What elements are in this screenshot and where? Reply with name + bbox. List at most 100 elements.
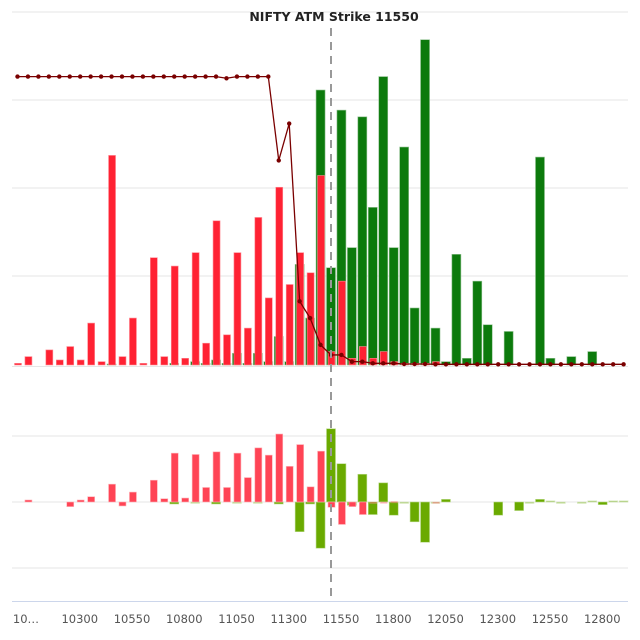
put-oi-bar xyxy=(233,252,242,366)
x-tick-label: 11050 xyxy=(218,612,255,626)
put-oi-bar xyxy=(66,346,75,366)
put-oi-change-bar xyxy=(369,501,378,504)
put-oi-bar xyxy=(87,322,95,366)
put-oi-bar xyxy=(181,357,189,366)
put-oi-change-bar xyxy=(108,483,116,503)
put-oi-change-bar xyxy=(348,501,357,507)
put-oi-change-bar xyxy=(170,452,179,503)
put-oi-bar xyxy=(24,356,33,366)
call-oi-change-bar xyxy=(597,501,608,505)
call-oi-bar xyxy=(367,207,378,366)
put-oi-bar xyxy=(118,356,127,366)
call-oi-change-bar xyxy=(430,501,441,504)
call-oi-bar xyxy=(472,280,483,366)
put-oi-change-bar xyxy=(379,501,388,504)
x-tick-label: 11550 xyxy=(323,612,360,626)
call-oi-change-bar xyxy=(608,500,618,503)
put-oi-bar xyxy=(55,359,64,366)
x-tick-label: 12300 xyxy=(479,612,516,626)
put-oi-change-bar xyxy=(233,452,242,503)
change-in-oi-bars xyxy=(24,428,629,549)
put-oi-change-bar xyxy=(191,454,200,503)
put-oi-bar xyxy=(170,265,179,366)
x-tick-label: 11800 xyxy=(375,612,412,626)
put-oi-change-bar xyxy=(264,454,273,503)
call-oi-change-bar xyxy=(545,500,556,503)
put-oi-change-bar xyxy=(118,501,127,507)
put-oi-change-bar xyxy=(244,477,252,503)
put-oi-change-bar xyxy=(150,479,158,503)
call-oi-change-bar xyxy=(399,501,409,504)
put-oi-change-bar xyxy=(317,450,325,503)
call-oi-bar xyxy=(388,247,399,366)
pcr-line xyxy=(15,74,626,367)
call-oi-change-bar xyxy=(409,501,420,523)
put-oi-change-bar xyxy=(76,499,85,503)
call-oi-bar xyxy=(482,324,493,366)
put-oi-bar xyxy=(223,334,231,366)
put-oi-bar xyxy=(150,257,158,366)
chart-title: NIFTY ATM Strike 11550 xyxy=(249,9,419,24)
put-oi-change-bar xyxy=(212,451,221,503)
call-oi-change-bar xyxy=(367,501,378,515)
put-oi-change-bar xyxy=(202,487,210,503)
open-interest-bars xyxy=(14,39,598,366)
x-tick-label: 10300 xyxy=(61,612,98,626)
put-oi-bar xyxy=(139,363,148,366)
call-oi-change-bar xyxy=(493,501,504,516)
x-tick-label: 10… xyxy=(13,612,39,626)
call-oi-bar xyxy=(503,331,514,366)
put-oi-bar xyxy=(14,363,22,366)
put-oi-change-bar xyxy=(296,444,304,503)
put-oi-change-bar xyxy=(160,498,169,503)
call-oi-change-bar xyxy=(336,463,347,503)
put-oi-change-bar xyxy=(275,433,284,503)
x-tick-label: 12550 xyxy=(532,612,569,626)
put-oi-bar xyxy=(97,361,106,366)
put-oi-change-bar xyxy=(24,499,33,503)
put-oi-bar xyxy=(108,155,116,366)
call-oi-bar xyxy=(430,327,441,366)
call-oi-change-bar xyxy=(315,501,326,549)
call-oi-bar xyxy=(378,76,389,366)
x-tick-label: 10800 xyxy=(166,612,203,626)
x-axis-tick-labels: 10… 10300 10550 10800 11050 11300 11550 11800 12… xyxy=(13,612,621,626)
put-oi-change-bar xyxy=(254,447,263,503)
put-oi-bar xyxy=(45,349,54,366)
put-oi-bar xyxy=(76,359,85,366)
x-tick-label: 11300 xyxy=(270,612,307,626)
call-oi-change-bar xyxy=(576,501,587,504)
put-oi-change-bar xyxy=(181,497,189,503)
put-oi-bar xyxy=(264,297,273,366)
put-oi-change-bar xyxy=(129,491,137,503)
call-oi-bar xyxy=(535,156,545,366)
call-oi-bar xyxy=(420,39,430,366)
call-oi-change-bar xyxy=(556,501,566,504)
put-oi-bar xyxy=(254,217,263,366)
call-oi-bar xyxy=(409,307,420,366)
call-oi-change-bar xyxy=(378,482,389,503)
put-oi-change-bar xyxy=(390,501,399,504)
call-oi-change-bar xyxy=(420,501,430,543)
x-tick-label: 12800 xyxy=(584,612,621,626)
put-oi-bar xyxy=(285,284,294,366)
call-oi-bar xyxy=(357,116,368,366)
call-oi-change-bar xyxy=(294,501,305,533)
x-tick-label: 12050 xyxy=(427,612,464,626)
call-oi-change-bar xyxy=(388,501,399,516)
put-oi-bar xyxy=(129,317,137,366)
put-oi-bar xyxy=(244,327,252,366)
put-oi-change-bar xyxy=(87,496,95,503)
put-oi-bar xyxy=(191,252,200,366)
call-oi-change-bar xyxy=(535,499,545,503)
call-oi-bar xyxy=(347,247,357,366)
call-oi-bar xyxy=(451,254,462,366)
call-oi-change-bar xyxy=(587,500,598,503)
call-oi-change-bar xyxy=(524,501,535,504)
put-oi-change-bar xyxy=(66,501,75,507)
put-oi-change-bar xyxy=(338,501,346,525)
put-oi-change-bar xyxy=(306,486,315,503)
call-oi-change-bar xyxy=(441,499,451,503)
put-oi-bar xyxy=(202,342,210,366)
